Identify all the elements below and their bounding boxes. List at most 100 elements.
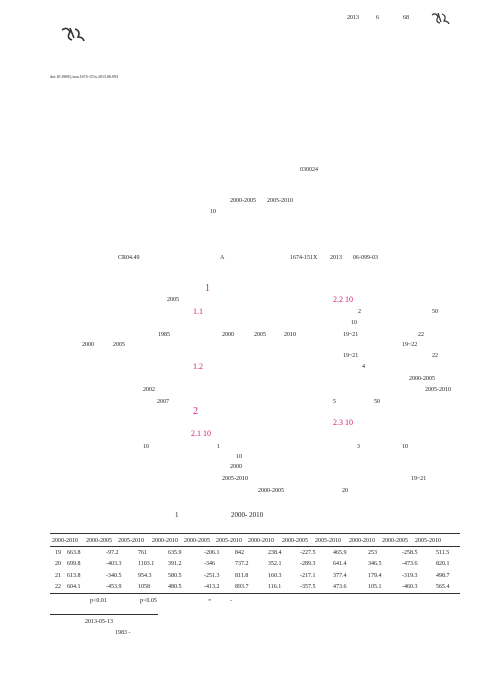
text: 5 — [333, 399, 336, 405]
cell: 105.1 — [368, 583, 382, 590]
text: 22 — [432, 353, 438, 359]
note: p<0.05 — [140, 598, 157, 604]
cell: 954.3 — [138, 572, 152, 579]
cell: 465.9 — [333, 550, 347, 556]
cell: -217.1 — [300, 572, 316, 579]
text: 19~21 — [343, 332, 359, 338]
column-header: 2000-2005 — [282, 538, 308, 544]
cell: 820.1 — [436, 561, 450, 568]
column-header: 2000-2010 — [248, 538, 274, 544]
cell: 238.4 — [268, 550, 282, 556]
text: 10 — [143, 444, 149, 450]
heading: 1 — [205, 283, 210, 294]
cell: 663.8 — [67, 550, 81, 556]
cell: -460.3 — [402, 583, 418, 590]
heading: 1.1 — [193, 307, 203, 316]
column-header: 2005-2010 — [315, 538, 341, 544]
cell: 377.4 — [333, 572, 347, 579]
column-header: 2000-2010 — [152, 538, 178, 544]
text: 4 — [362, 364, 365, 370]
note: p<0.01 — [90, 598, 107, 604]
text: 2007 — [157, 399, 169, 405]
cell: 116.1 — [268, 583, 282, 590]
text: 10 — [236, 454, 242, 460]
cell: -340.5 — [106, 572, 122, 579]
page-number: 68 — [403, 15, 409, 21]
cell: 511.5 — [436, 550, 450, 556]
text: 19~21 — [343, 353, 359, 359]
text: 1 — [217, 444, 220, 450]
received-date: 2013-05-13 — [85, 619, 113, 625]
cell: 641.4 — [333, 561, 347, 568]
logo — [431, 12, 450, 24]
heading: 2 — [193, 406, 198, 417]
cell: 253 — [368, 550, 377, 556]
text: 19~22 — [402, 342, 418, 348]
table-rule — [50, 533, 460, 534]
cell: 346.5 — [368, 561, 382, 568]
cell: 842 — [235, 550, 244, 556]
cell: 580.5 — [168, 572, 182, 579]
cell: -473.6 — [402, 561, 418, 568]
cell: -413.2 — [204, 583, 220, 590]
text: 10 — [402, 444, 408, 450]
cell: 613.8 — [67, 572, 81, 579]
heading: 2.3 10 — [333, 418, 353, 427]
cell: -403.3 — [106, 561, 122, 568]
text: 2000 — [230, 464, 242, 470]
clc: CR04.49 — [118, 255, 140, 261]
cell: 179.4 — [368, 572, 382, 579]
column-header: 2000-2005 — [382, 538, 408, 544]
column-header: 2005-2010 — [415, 538, 441, 544]
note: = — [208, 598, 212, 604]
cell: -97.2 — [106, 550, 119, 556]
table-rule — [50, 546, 460, 547]
cell: -346 — [204, 561, 215, 568]
cell: 1058 — [138, 583, 150, 590]
cell: 604.1 — [67, 583, 81, 590]
table-caption: 2000- 2010 — [231, 511, 264, 519]
cell: 893.7 — [235, 583, 249, 590]
issue: 6 — [376, 15, 379, 21]
text: 50 — [432, 309, 438, 315]
doc-code: A — [220, 255, 225, 261]
cell: 811.8 — [235, 572, 249, 579]
cell: -289.3 — [300, 561, 316, 568]
text: 2005 — [113, 342, 125, 348]
text: 2005-2010 — [425, 387, 451, 393]
text: 19~21 — [411, 476, 427, 482]
period: 2005-2010 — [267, 198, 293, 204]
cell: 737.2 — [235, 561, 249, 568]
text: 2005 — [254, 332, 266, 338]
row-label: 20 — [55, 561, 61, 568]
article-id: 06-099-03 — [353, 255, 378, 261]
text: 2005 — [167, 297, 179, 303]
text: 1985 — [158, 332, 170, 338]
text: 2000 — [82, 342, 94, 348]
cell: -319.3 — [402, 572, 418, 579]
row-label: 21 — [55, 572, 61, 579]
text: 2010 — [284, 332, 296, 338]
text: 2000-2005 — [258, 488, 284, 494]
column-header: 2000-2010 — [349, 538, 375, 544]
author-info: 1983 - — [115, 630, 131, 636]
text: 2000-2005 — [409, 376, 435, 382]
text: 20 — [342, 488, 348, 494]
table-number: 1 — [175, 511, 179, 519]
cell: -357.5 — [300, 583, 316, 590]
text: 22 — [418, 332, 424, 338]
article-year: 2013 — [330, 255, 342, 261]
doi: doi:10.3969/j.issn.1674-151x.2013.06.093 — [50, 74, 119, 79]
heading: 2.2 10 — [333, 295, 353, 304]
column-header: 2005-2010 — [216, 538, 242, 544]
text: 3 — [357, 444, 360, 450]
text: 2005-2010 — [222, 476, 248, 482]
column-header: 2000-2010 — [52, 538, 78, 544]
cell: 699.8 — [67, 561, 81, 568]
text: 10 — [351, 320, 357, 326]
footnote-rule — [50, 614, 158, 615]
table-rule — [50, 593, 460, 594]
year: 2013 — [347, 15, 359, 21]
cell: 160.3 — [268, 572, 282, 579]
